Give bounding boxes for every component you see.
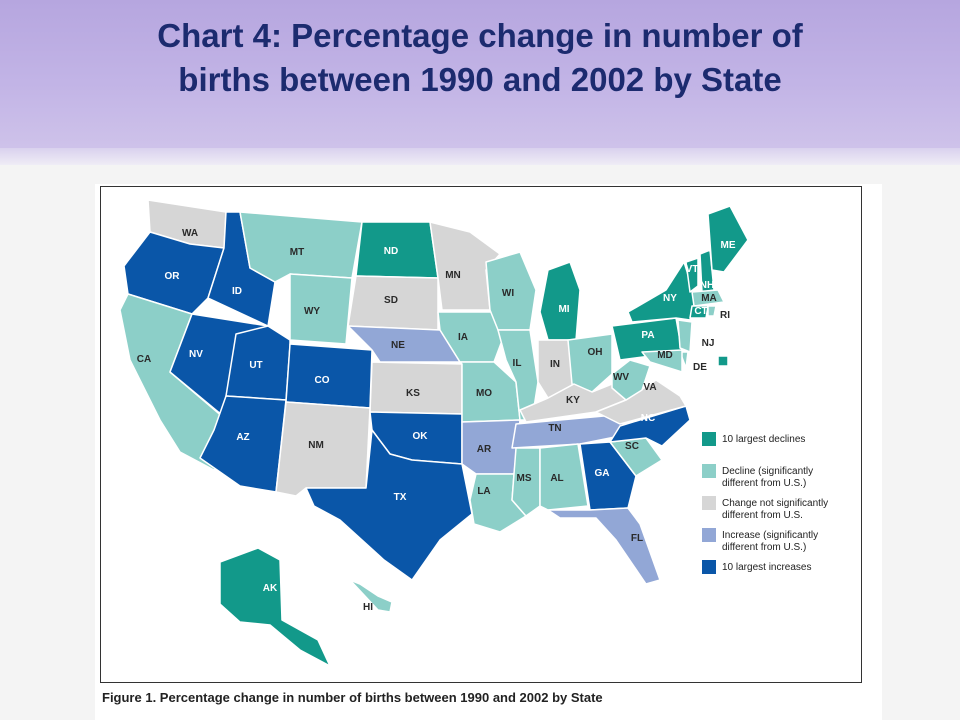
map-legend: 10 largest declines Decline (significantl…: [702, 432, 828, 574]
legend-swatch-largest-increases: [702, 560, 716, 574]
state-label-ia: IA: [458, 332, 468, 343]
state-label-ar: AR: [477, 444, 492, 455]
legend-swatch-largest-declines: [702, 432, 716, 446]
state-or: [123, 231, 225, 315]
banner-fade: [0, 148, 960, 168]
state-wy: [289, 273, 353, 345]
state-label-il: IL: [513, 358, 522, 369]
state-label-ny: NY: [663, 293, 677, 304]
state-label-va: VA: [643, 382, 656, 393]
state-label-ak: AK: [263, 583, 278, 594]
state-label-vt: VT: [686, 264, 699, 275]
legend-label-decline: different from U.S.): [722, 478, 806, 489]
state-oh: [567, 333, 613, 393]
slide-title: Chart 4: Percentage change in number of …: [60, 14, 900, 102]
legend-label-largest-declines: 10 largest declines: [722, 434, 805, 445]
state-label-ca: CA: [137, 354, 151, 365]
state-label-id: ID: [232, 286, 242, 297]
state-label-me: ME: [721, 240, 736, 251]
state-hi: [335, 571, 393, 613]
state-label-co: CO: [315, 375, 330, 386]
legend-label-increase: Increase (significantly: [722, 530, 818, 541]
legend-label-decline: Decline (significantly: [722, 466, 813, 477]
legend-label-largest-increases: 10 largest increases: [722, 562, 812, 573]
state-label-ok: OK: [413, 431, 429, 442]
title-line-2: births between 1990 and 2002 by State: [178, 61, 782, 98]
us-state-map: WA OR CA ID NV MT WY UT AZ CO NM ND SD NE KS OK TX MN IA MO…: [119, 199, 828, 667]
state-label-ut: UT: [249, 360, 262, 371]
state-label-sd: SD: [384, 295, 398, 306]
state-ct: [689, 305, 709, 319]
title-banner: [0, 0, 960, 152]
state-label-nv: NV: [189, 349, 203, 360]
state-label-mo: MO: [476, 388, 492, 399]
state-ma: [691, 289, 725, 307]
state-label-hi: HI: [363, 602, 373, 613]
state-label-in: IN: [550, 359, 560, 370]
state-label-mn: MN: [445, 270, 461, 281]
state-fl: [547, 507, 661, 585]
state-label-ma: MA: [701, 293, 717, 304]
state-label-sc: SC: [625, 441, 639, 452]
state-dc: [717, 355, 729, 367]
state-label-mt: MT: [290, 247, 304, 258]
state-label-ms: MS: [517, 473, 532, 484]
state-md: [641, 349, 683, 373]
state-label-nj: NJ: [702, 338, 715, 349]
state-label-ga: GA: [595, 468, 610, 479]
state-nj: [677, 319, 693, 353]
state-label-wa: WA: [182, 228, 198, 239]
state-label-ky: KY: [566, 395, 580, 406]
state-label-pa: PA: [641, 330, 654, 341]
state-label-la: LA: [477, 486, 490, 497]
state-label-mi: MI: [558, 304, 569, 315]
state-label-fl: FL: [631, 533, 643, 544]
state-vt: [685, 257, 699, 293]
state-label-de: DE: [693, 362, 707, 373]
state-ne: [347, 325, 461, 363]
legend-swatch-decline: [702, 464, 716, 478]
state-label-or: OR: [165, 271, 181, 282]
state-wv: [611, 359, 651, 401]
state-ga: [579, 441, 637, 511]
state-label-tx: TX: [394, 492, 407, 503]
state-label-ct: CT: [694, 306, 707, 317]
state-label-nm: NM: [308, 440, 324, 451]
state-label-tn: TN: [548, 423, 561, 434]
state-label-md: MD: [657, 350, 673, 361]
state-label-oh: OH: [588, 347, 603, 358]
state-label-wv: WV: [613, 372, 629, 383]
state-label-dc: DC: [733, 358, 747, 369]
state-label-al: AL: [550, 473, 563, 484]
state-label-ne: NE: [391, 340, 405, 351]
legend-label-increase: different from U.S.): [722, 542, 806, 553]
state-label-ks: KS: [406, 388, 420, 399]
legend-label-not-significant: Change not significantly: [722, 498, 828, 509]
figure-caption: Figure 1. Percentage change in number of…: [102, 690, 603, 705]
legend-swatch-not-significant: [702, 496, 716, 510]
state-label-nd: ND: [384, 246, 398, 257]
state-ak: [219, 547, 331, 667]
state-label-az: AZ: [236, 432, 249, 443]
state-label-nh: NH: [700, 280, 714, 291]
state-label-wi: WI: [502, 288, 514, 299]
state-me: [707, 205, 749, 273]
state-mi: [539, 261, 581, 341]
state-label-ri: RI: [720, 310, 730, 321]
legend-swatch-increase: [702, 528, 716, 542]
state-ri: [707, 305, 717, 317]
state-al: [539, 443, 589, 511]
state-label-nc: NC: [641, 413, 655, 424]
title-line-1: Chart 4: Percentage change in number of: [157, 17, 803, 54]
state-label-wy: WY: [304, 306, 320, 317]
legend-label-not-significant: different from U.S.: [722, 510, 803, 521]
